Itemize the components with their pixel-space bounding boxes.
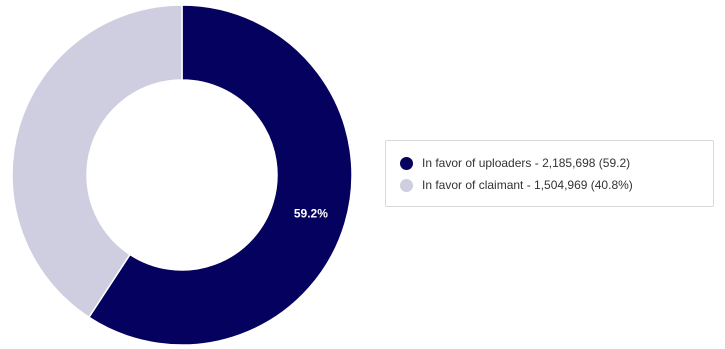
legend-label-claimant: In favor of claimant - 1,504,969 (40.8%): [422, 178, 633, 192]
legend-swatch-claimant: [400, 178, 413, 192]
donut-slice-claimant[interactable]: [11, 4, 183, 319]
slice-label-uploaders: 59.2%: [294, 206, 328, 220]
legend-item-claimant[interactable]: In favor of claimant - 1,504,969 (40.8%): [400, 174, 713, 196]
legend-swatch-uploaders: [400, 156, 413, 170]
legend-label-uploaders: In favor of uploaders - 2,185,698 (59.2): [422, 156, 631, 170]
legend: In favor of uploaders - 2,185,698 (59.2)…: [385, 140, 714, 207]
legend-item-uploaders[interactable]: In favor of uploaders - 2,185,698 (59.2): [400, 152, 713, 174]
donut-slice-uploaders[interactable]: [87, 4, 353, 346]
